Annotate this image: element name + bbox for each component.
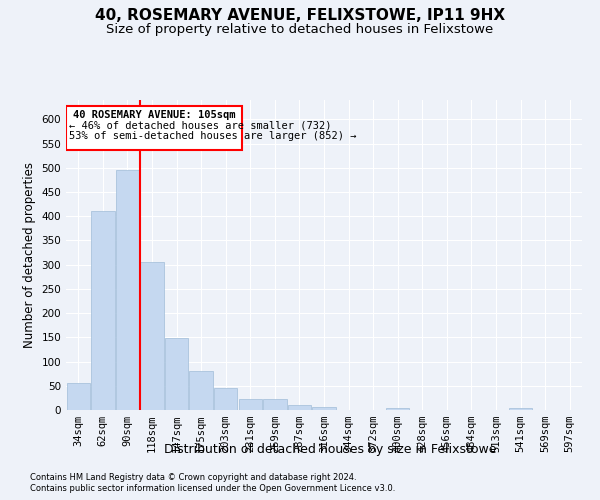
Text: 40, ROSEMARY AVENUE, FELIXSTOWE, IP11 9HX: 40, ROSEMARY AVENUE, FELIXSTOWE, IP11 9H… bbox=[95, 8, 505, 22]
Bar bbox=[239, 400, 262, 410]
Bar bbox=[214, 388, 238, 410]
Bar bbox=[140, 262, 164, 410]
Bar bbox=[91, 212, 115, 410]
Text: Size of property relative to detached houses in Felixstowe: Size of property relative to detached ho… bbox=[106, 22, 494, 36]
Y-axis label: Number of detached properties: Number of detached properties bbox=[23, 162, 36, 348]
Text: Distribution of detached houses by size in Felixstowe: Distribution of detached houses by size … bbox=[164, 442, 496, 456]
Text: 40 ROSEMARY AVENUE: 105sqm: 40 ROSEMARY AVENUE: 105sqm bbox=[73, 110, 236, 120]
Text: Contains HM Land Registry data © Crown copyright and database right 2024.: Contains HM Land Registry data © Crown c… bbox=[30, 472, 356, 482]
FancyBboxPatch shape bbox=[67, 106, 242, 150]
Bar bbox=[190, 371, 213, 410]
Bar bbox=[509, 408, 532, 410]
Text: 53% of semi-detached houses are larger (852) →: 53% of semi-detached houses are larger (… bbox=[69, 132, 356, 141]
Bar bbox=[116, 170, 139, 410]
Bar bbox=[165, 338, 188, 410]
Bar bbox=[263, 400, 287, 410]
Bar bbox=[386, 408, 409, 410]
Bar bbox=[67, 384, 90, 410]
Text: ← 46% of detached houses are smaller (732): ← 46% of detached houses are smaller (73… bbox=[69, 121, 331, 131]
Bar bbox=[288, 405, 311, 410]
Text: Contains public sector information licensed under the Open Government Licence v3: Contains public sector information licen… bbox=[30, 484, 395, 493]
Bar bbox=[313, 407, 335, 410]
